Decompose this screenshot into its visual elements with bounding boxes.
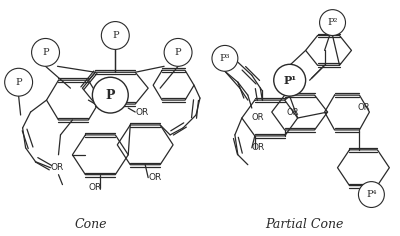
Circle shape xyxy=(320,10,346,35)
Text: OR: OR xyxy=(287,108,299,117)
Circle shape xyxy=(92,77,128,113)
Text: P: P xyxy=(15,78,22,87)
Text: OR: OR xyxy=(88,183,102,192)
Circle shape xyxy=(212,45,238,71)
Text: Partial Cone: Partial Cone xyxy=(266,218,344,231)
Circle shape xyxy=(274,64,306,96)
Circle shape xyxy=(5,68,32,96)
Text: P²: P² xyxy=(327,18,338,27)
Text: OR: OR xyxy=(50,163,64,172)
Text: P: P xyxy=(112,31,119,40)
Text: OR: OR xyxy=(252,114,264,122)
Text: OR: OR xyxy=(252,143,265,152)
Circle shape xyxy=(32,38,60,66)
Text: P: P xyxy=(175,48,181,57)
Text: OR: OR xyxy=(135,108,148,117)
Text: P¹: P¹ xyxy=(283,75,296,86)
Text: OR: OR xyxy=(358,103,370,112)
Text: Cone: Cone xyxy=(74,218,107,231)
Circle shape xyxy=(358,182,384,207)
Text: P: P xyxy=(42,48,49,57)
Circle shape xyxy=(101,21,129,49)
Text: P⁴: P⁴ xyxy=(366,190,377,199)
Text: P: P xyxy=(106,89,115,102)
Circle shape xyxy=(164,38,192,66)
Text: OR: OR xyxy=(148,173,162,182)
Text: P³: P³ xyxy=(220,54,230,63)
